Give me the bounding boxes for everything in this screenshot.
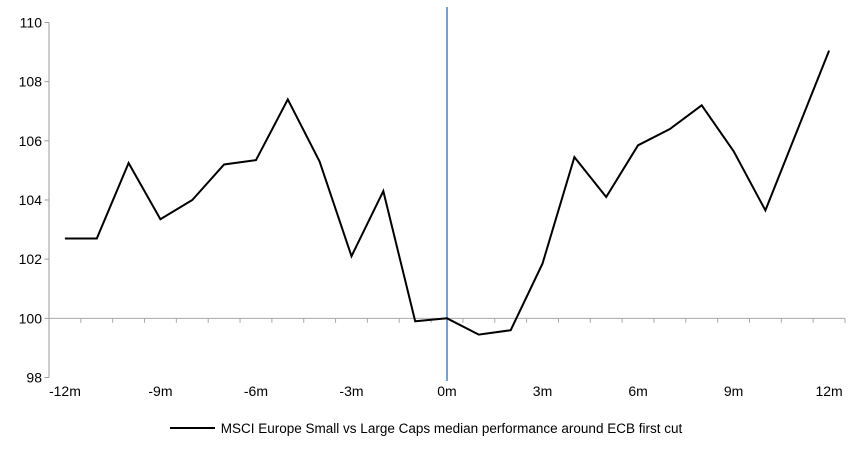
x-axis-label: 12m (815, 383, 842, 399)
x-axis-label: 3m (533, 383, 552, 399)
x-axis-label: -9m (148, 383, 172, 399)
x-axis-label: 9m (724, 383, 743, 399)
y-axis-label: 104 (19, 192, 43, 208)
x-axis-label: -3m (339, 383, 363, 399)
legend-label: MSCI Europe Small vs Large Caps median p… (220, 420, 683, 436)
y-axis-label: 106 (19, 133, 43, 149)
y-axis-label: 108 (19, 74, 43, 90)
x-axis-label: 0m (437, 383, 456, 399)
x-axis-label: -12m (49, 383, 81, 399)
chart-legend: MSCI Europe Small vs Large Caps median p… (0, 419, 852, 437)
x-axis-label: 6m (628, 383, 647, 399)
y-axis-label: 110 (20, 15, 43, 31)
y-axis-label: 98 (26, 370, 42, 386)
series-line (64, 50, 831, 336)
y-axis-label: 102 (19, 251, 43, 267)
legend-line-icon (169, 427, 215, 429)
x-axis-label: -6m (244, 383, 268, 399)
y-axis-label: 100 (19, 310, 43, 326)
